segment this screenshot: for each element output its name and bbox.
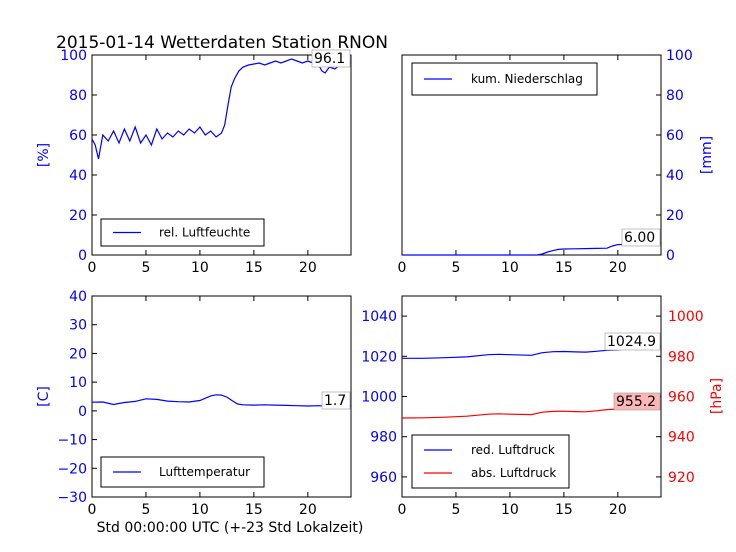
y-tick-label: −30 [57, 490, 87, 506]
y-tick-label: 40 [69, 289, 87, 305]
x-tick-label: 0 [398, 260, 407, 276]
y-tick-label: 10 [69, 375, 87, 391]
x-tick-label: 5 [141, 260, 150, 276]
y-right-tick-label: 940 [668, 430, 695, 446]
y-right-tick-label: 920 [668, 470, 695, 486]
figure-title: 2015-01-14 Wetterdaten Station RNON [56, 33, 388, 53]
y-tick-label: −10 [57, 433, 87, 449]
legend-entry: rel. Luftfeuchte [159, 226, 250, 240]
x-tick-label: 20 [609, 502, 627, 518]
y-tick-label: 100 [666, 48, 693, 64]
annotation-abs-pressure-box [613, 392, 661, 411]
annotation-last-value-box [321, 391, 351, 410]
x-tick-label: 15 [555, 502, 573, 518]
annotation-last-value: 1.7 [324, 393, 346, 409]
y-axis-label: [%] [36, 143, 52, 167]
y-tick-label: 60 [69, 128, 87, 144]
y-axis-label: [mm] [699, 136, 715, 174]
series-line-rel-luftfeuchte [91, 58, 352, 160]
plot-frame [91, 295, 352, 498]
annotation-abs-pressure: 955.2 [616, 394, 656, 410]
y-axis-label: [hPa] [709, 378, 725, 414]
legend-entry: red. Luftdruck [471, 443, 555, 457]
annotation-red-pressure-box [604, 332, 661, 351]
y-tick-label: 20 [69, 346, 87, 362]
y-tick-label: 1000 [361, 390, 397, 406]
y-tick-label: 80 [69, 88, 87, 104]
x-tick-label: 20 [609, 260, 627, 276]
plot-frame [91, 54, 352, 256]
annotation-last-value-box [621, 228, 661, 247]
panel-temperature: 0 5 10 15 20 −30 −20 −10 0 10 20 30 40 [C] 1.7 Lufttemp… [36, 289, 352, 518]
legend-entry: kum. Niederschlag [471, 72, 583, 86]
panel-humidity: 0 5 10 15 20 0 20 40 60 80 100 [%] 96.1 rel. Luftfeuc… [36, 48, 352, 276]
y-axis-label: [C] [36, 386, 52, 407]
x-tick-label: 20 [299, 502, 317, 518]
y-tick-label: 0 [666, 248, 675, 264]
y-tick-label: 1040 [361, 309, 397, 325]
panel-pressure: 0 5 10 15 20 960 980 1000 1020 1040 920 940 960 980 10… [361, 295, 725, 518]
annotation-red-pressure: 1024.9 [607, 334, 656, 350]
y-tick-label: 80 [666, 88, 684, 104]
figure-xlabel: Std 00:00:00 UTC (+-23 Std Lokalzeit) [97, 520, 364, 536]
x-tick-label: 10 [191, 260, 209, 276]
annotation-last-value: 96.1 [314, 51, 345, 67]
y-tick-label: 1020 [361, 349, 397, 365]
y-right-tick-label: 1000 [668, 309, 704, 325]
x-tick-label: 0 [88, 260, 97, 276]
annotation-last-value: 6.00 [624, 230, 655, 246]
y-right-tick-label: 960 [668, 390, 695, 406]
x-tick-label: 5 [451, 260, 460, 276]
panel-precipitation: 0 5 10 15 20 0 20 40 60 80 100 [mm] 6.00 kum. Nieders… [398, 48, 715, 276]
x-tick-label: 15 [245, 260, 263, 276]
y-tick-label: 0 [78, 248, 87, 264]
x-tick-label: 5 [451, 502, 460, 518]
x-tick-label: 15 [245, 502, 263, 518]
y-tick-label: 30 [69, 318, 87, 334]
x-tick-label: 5 [141, 502, 150, 518]
x-tick-label: 10 [501, 502, 519, 518]
x-tick-label: 0 [88, 502, 97, 518]
x-tick-label: 10 [191, 502, 209, 518]
y-tick-label: 960 [370, 470, 397, 486]
x-tick-label: 0 [398, 502, 407, 518]
y-tick-label: −20 [57, 461, 87, 477]
series-line-lufttemperatur [91, 394, 351, 407]
annotation-last-value-box [311, 49, 351, 68]
legend-box [411, 434, 570, 489]
legend-entry: Lufttemperatur [159, 465, 250, 479]
y-tick-label: 40 [69, 168, 87, 184]
y-tick-label: 40 [666, 168, 684, 184]
y-tick-label: 100 [60, 48, 87, 64]
y-tick-label: 980 [370, 430, 397, 446]
legend-entry: abs. Luftdruck [471, 466, 556, 480]
y-tick-label: 0 [78, 404, 87, 420]
y-tick-label: 60 [666, 128, 684, 144]
x-tick-label: 20 [299, 260, 317, 276]
x-tick-label: 15 [555, 260, 573, 276]
legend-box [100, 218, 265, 247]
y-right-tick-label: 980 [668, 349, 695, 365]
y-tick-label: 20 [666, 208, 684, 224]
x-tick-label: 10 [501, 260, 519, 276]
y-tick-label: 20 [69, 208, 87, 224]
